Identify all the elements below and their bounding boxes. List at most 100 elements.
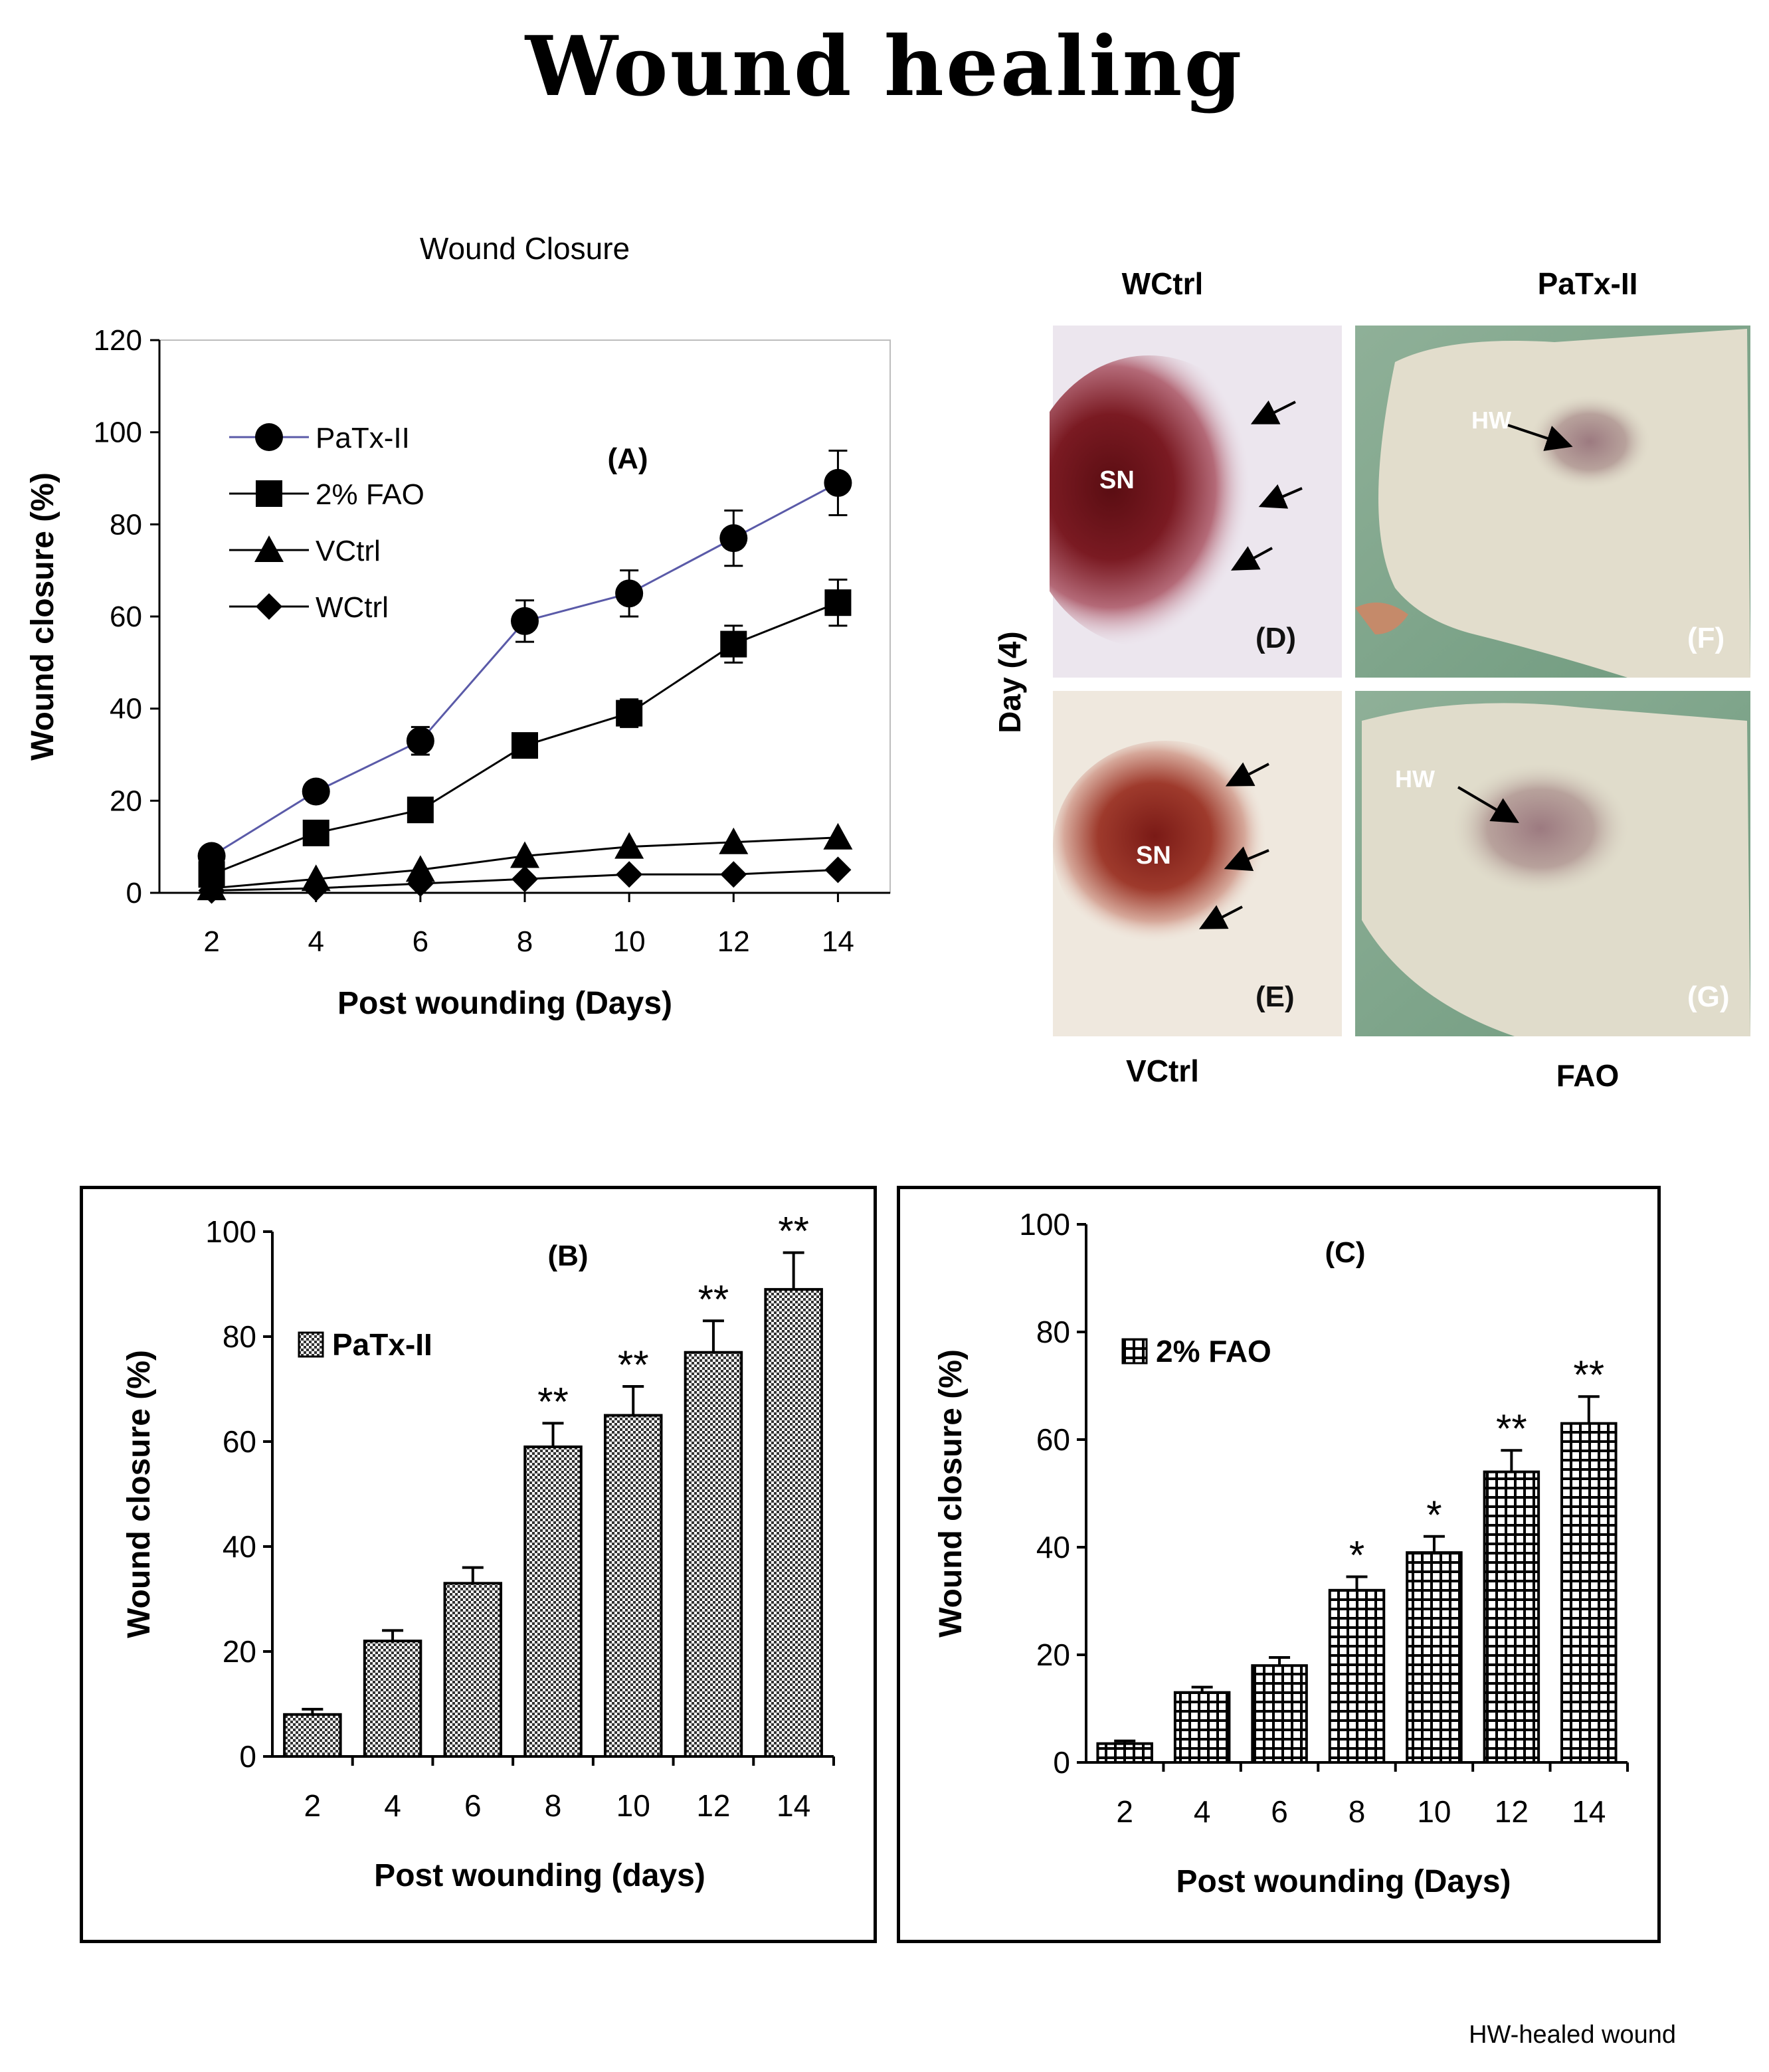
- chart-a-x-tick-label: 12: [717, 925, 750, 958]
- data-point-wctrl: [407, 870, 434, 897]
- data-point-patx-ii: [719, 524, 748, 553]
- b-significance-mark: **: [537, 1379, 569, 1424]
- b-significance-mark: **: [618, 1343, 649, 1387]
- c-x-tick-label: 4: [1194, 1794, 1211, 1829]
- b-legend-label: PaTx-II: [332, 1327, 432, 1362]
- legend-label-vctrl: VCtrl: [316, 535, 381, 567]
- c-y-label: Wound closure (%): [933, 1349, 969, 1638]
- photo-grid: SN (D) HW (F) SN (E): [1050, 326, 1750, 1036]
- data-point-patx-ii: [511, 607, 539, 635]
- data-point-vctrl: [614, 832, 644, 859]
- chart-a-y-tick-label: 100: [94, 417, 142, 449]
- c-x-tick-label: 6: [1271, 1794, 1288, 1829]
- b-significance-mark: **: [778, 1209, 809, 1254]
- photo-g-annotation: HW: [1395, 765, 1435, 793]
- photo-f-annotation: HW: [1471, 407, 1511, 434]
- chart-a-y-tick-label: 60: [110, 601, 142, 633]
- legend-label-patx-ii: PaTx-II: [316, 422, 410, 454]
- data-point-wctrl: [302, 875, 329, 902]
- photo-f: HW (F): [1355, 326, 1750, 678]
- b-x-tick-label: 6: [464, 1788, 482, 1823]
- chart-a-x-tick-label: 10: [613, 925, 646, 958]
- row-label-day4: Day (4): [992, 631, 1027, 733]
- col-label-fao: FAO: [1556, 1058, 1620, 1093]
- b-y-tick-label: 100: [205, 1214, 256, 1249]
- b-significance-mark: **: [698, 1277, 729, 1321]
- b-x-tick-label: 14: [777, 1788, 810, 1823]
- b-x-tick-label: 12: [696, 1788, 730, 1823]
- data-point-wctrl: [512, 866, 538, 893]
- footnote: HW-healed wound: [1469, 2021, 1676, 2049]
- c-panel-label: (C): [1325, 1236, 1365, 1269]
- b-y-tick-label: 20: [223, 1634, 256, 1669]
- data-point-2-fao: [512, 732, 538, 759]
- photo-d-annotation: SN: [1099, 466, 1135, 494]
- c-significance-mark: **: [1573, 1353, 1604, 1397]
- data-point-vctrl: [823, 822, 853, 850]
- data-point-vctrl: [719, 827, 749, 854]
- photo-e-label: (E): [1256, 981, 1295, 1013]
- c-x-tick-label: 14: [1572, 1794, 1606, 1829]
- c-y-tick-label: 40: [1036, 1530, 1070, 1564]
- photo-g-label: (G): [1687, 981, 1730, 1013]
- chart-a-y-tick-label: 0: [126, 877, 142, 909]
- chart-a-x-tick-label: 6: [413, 925, 428, 958]
- b-bar: [764, 1287, 823, 1758]
- b-bar: [603, 1414, 663, 1758]
- c-x-tick-label: 12: [1495, 1794, 1529, 1829]
- b-x-tick-label: 8: [545, 1788, 562, 1823]
- legend-marker-wctrl: [256, 593, 282, 620]
- col-label-vctrl: VCtrl: [1126, 1054, 1199, 1088]
- b-x-tick-label: 2: [304, 1788, 322, 1823]
- col-label-wctrl: WCtrl: [1121, 266, 1204, 301]
- data-point-patx-ii: [615, 579, 644, 608]
- chart-c-frame: 0 20 40 60 80 100 2 4 6 8 * 10 * 12 ** 14 ** Post woundin…: [897, 1186, 1661, 1943]
- c-y-tick-label: 60: [1036, 1422, 1070, 1457]
- c-x-tick-label: 10: [1417, 1794, 1451, 1829]
- b-x-label: Post wounding (days): [374, 1858, 705, 1893]
- data-point-2-fao: [407, 797, 434, 824]
- c-x-tick-label: 8: [1349, 1794, 1366, 1829]
- photo-d: SN (D): [1050, 326, 1342, 678]
- data-point-2-fao: [302, 819, 329, 846]
- col-label-patx: PaTx-II: [1537, 266, 1638, 301]
- c-x-label: Post wounding (Days): [1176, 1864, 1511, 1899]
- c-bar: [1560, 1422, 1618, 1764]
- b-y-tick-label: 60: [223, 1424, 256, 1459]
- chart-a-y-label: Wound closure (%): [25, 472, 60, 761]
- b-bar: [363, 1640, 422, 1758]
- bar-chart-b: 0 20 40 60 80 100 2 4 6 8 ** 10 ** 12 ** 14 ** Post wound…: [122, 1209, 835, 1893]
- b-y-tick-label: 0: [239, 1739, 256, 1774]
- chart-a-y-tick-label: 80: [110, 508, 142, 541]
- data-point-2-fao: [616, 700, 643, 727]
- b-x-tick-label: 10: [616, 1788, 650, 1823]
- b-bar: [684, 1351, 743, 1758]
- data-point-vctrl: [510, 841, 539, 868]
- photo-f-label: (F): [1687, 622, 1724, 654]
- data-point-2-fao: [824, 589, 852, 616]
- chart-a-x-tick-label: 4: [308, 925, 324, 958]
- c-y-tick-label: 0: [1053, 1745, 1070, 1780]
- legend-marker-vctrl: [254, 535, 284, 562]
- c-x-tick-label: 2: [1116, 1794, 1133, 1829]
- photo-e-annotation: SN: [1136, 842, 1171, 870]
- chart-a-y-tick-label: 20: [110, 785, 142, 817]
- b-x-tick-label: 4: [384, 1788, 401, 1823]
- chart-a-panel-label: (A): [607, 442, 648, 475]
- c-y-tick-label: 20: [1036, 1638, 1070, 1672]
- data-point-wctrl: [720, 861, 747, 888]
- b-panel-label: (B): [547, 1240, 588, 1272]
- b-bar: [443, 1582, 503, 1758]
- chart-a-title: Wound Closure: [420, 231, 630, 266]
- c-y-tick-label: 100: [1019, 1207, 1070, 1242]
- data-point-wctrl: [198, 877, 225, 904]
- b-y-tick-label: 40: [223, 1529, 256, 1564]
- line-chart-a: Wound Closure 0 20 40 60 80 100 120 2 4 6 8 10 12 14 Po…: [25, 231, 891, 1021]
- chart-a-x-tick-label: 8: [517, 925, 533, 958]
- c-significance-mark: **: [1496, 1406, 1527, 1451]
- c-significance-mark: *: [1349, 1533, 1364, 1578]
- data-point-patx-ii: [302, 777, 330, 806]
- c-bar: [1406, 1551, 1463, 1764]
- c-bar: [1483, 1470, 1540, 1764]
- b-legend-swatch: [298, 1331, 324, 1358]
